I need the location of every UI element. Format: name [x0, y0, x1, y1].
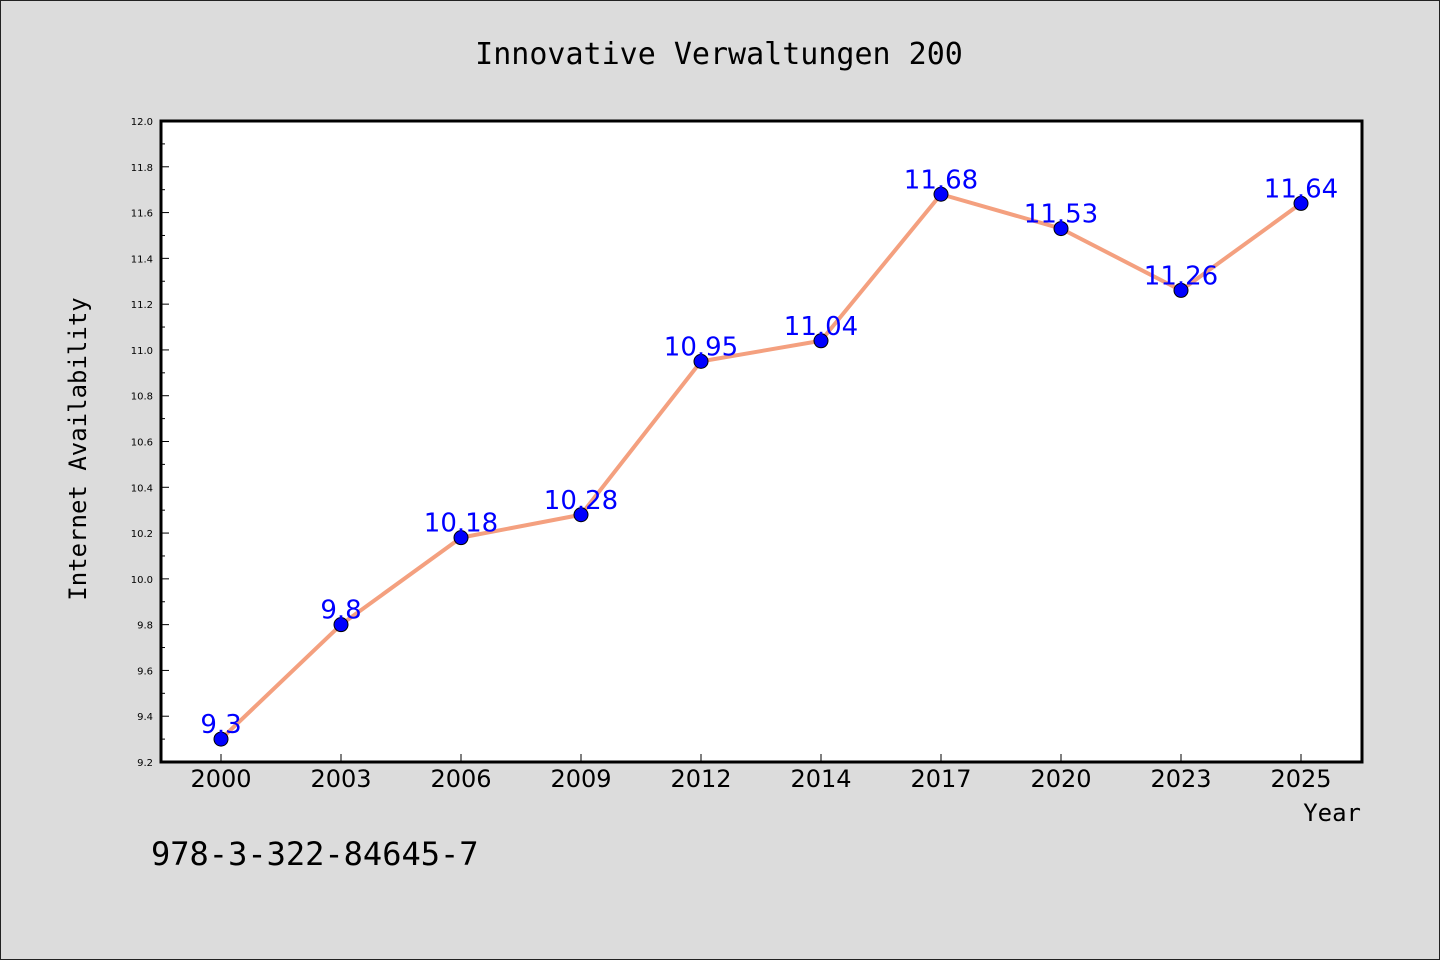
y-tick-label: 10.6 — [131, 438, 153, 449]
x-axis-title: Year — [1303, 799, 1361, 827]
y-tick-label: 11.6 — [131, 209, 153, 220]
x-tick-label: 2023 — [1150, 765, 1211, 793]
data-label: 9.8 — [320, 596, 361, 626]
data-label: 11.04 — [784, 312, 858, 342]
x-tick-label: 2012 — [670, 765, 731, 793]
y-tick-label: 11.0 — [131, 346, 153, 357]
data-point — [333, 617, 349, 633]
data-label: 9.3 — [200, 710, 241, 740]
y-tick-label: 9.8 — [137, 621, 153, 632]
footer-code: 978-3-322-84645-7 — [151, 835, 479, 873]
x-tick-label: 2000 — [190, 765, 251, 793]
data-label: 10.28 — [544, 486, 618, 516]
data-point — [1293, 195, 1309, 211]
x-tick-label: 2020 — [1030, 765, 1091, 793]
data-point — [813, 333, 829, 349]
data-label: 11.26 — [1144, 261, 1218, 291]
plot-area — [159, 119, 1364, 764]
data-label: 10.18 — [424, 509, 498, 539]
y-axis-title: Internet Availability — [64, 297, 92, 600]
data-point — [213, 731, 229, 747]
x-tick-label: 2003 — [310, 765, 371, 793]
data-label: 11.68 — [904, 165, 978, 195]
y-tick-label: 10.2 — [131, 529, 153, 540]
y-axis: 9.2 9.4 9.6 9.8 10.0 10.2 10.4 10.6 10.8 11.0 11.2… — [131, 117, 169, 769]
y-tick-label: 9.2 — [137, 758, 153, 769]
data-label: 11.53 — [1024, 200, 1098, 230]
data-label: 11.64 — [1264, 174, 1338, 204]
series-line — [219, 192, 1303, 742]
data-point — [1173, 282, 1189, 298]
data-point — [933, 186, 949, 202]
y-tick-label: 12.0 — [131, 117, 153, 128]
x-axis: 2000 2003 2006 2009 2012 2014 2017 2020 2023 2025 — [190, 754, 1332, 793]
data-point — [573, 507, 589, 523]
series-layer: 9.3 9.8 10.18 10.28 10.95 11.04 11.68 11.53 11.2… — [200, 165, 1338, 747]
y-tick-label: 11.4 — [131, 254, 153, 265]
y-tick-label: 9.6 — [137, 666, 153, 677]
y-tick-label: 11.2 — [131, 300, 153, 311]
y-tick-label: 10.4 — [131, 483, 153, 494]
x-tick-label: 2025 — [1270, 765, 1331, 793]
y-tick-label: 11.8 — [131, 163, 153, 174]
chart-title: Innovative Verwaltungen 200 — [475, 37, 963, 72]
data-label: 10.95 — [664, 332, 738, 362]
data-point — [453, 530, 469, 546]
x-tick-label: 2017 — [910, 765, 971, 793]
y-tick-label: 10.8 — [131, 392, 153, 403]
x-tick-label: 2006 — [430, 765, 491, 793]
y-tick-label: 9.4 — [137, 712, 153, 723]
data-point — [693, 353, 709, 369]
y-tick-label: 10.0 — [131, 575, 153, 586]
x-tick-label: 2009 — [550, 765, 611, 793]
x-tick-label: 2014 — [790, 765, 851, 793]
data-point — [1053, 221, 1069, 237]
